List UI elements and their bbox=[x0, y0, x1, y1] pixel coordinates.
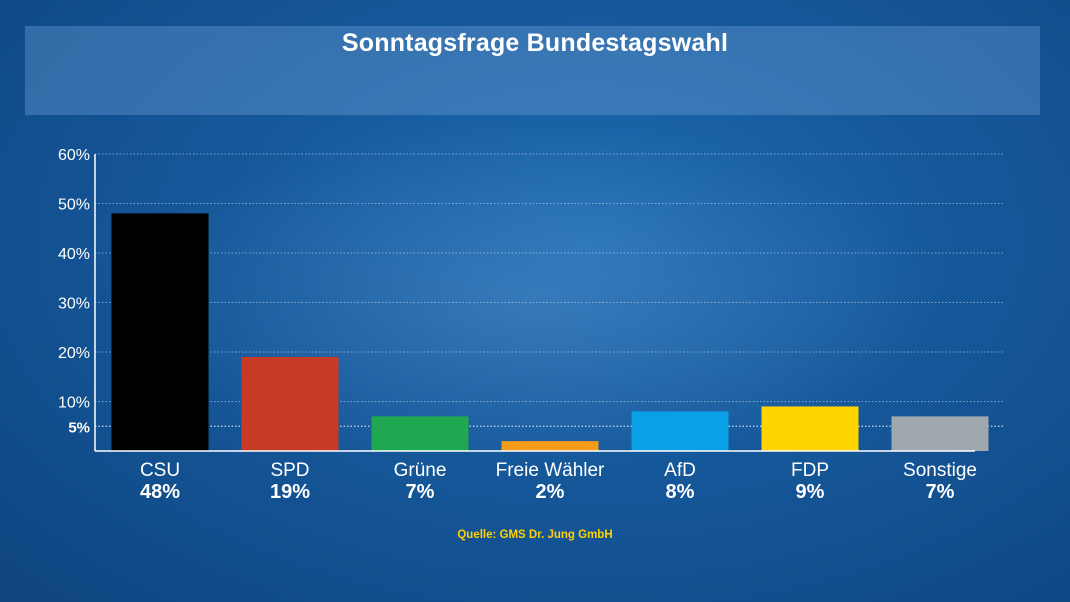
bar-value-label: 8% bbox=[666, 481, 695, 503]
x-category-label: Sonstige bbox=[903, 460, 977, 481]
bar-grüne bbox=[371, 416, 469, 451]
bar-value-label: 19% bbox=[270, 481, 310, 503]
bar-value-label: 48% bbox=[140, 481, 180, 503]
bar-value-label: 9% bbox=[796, 481, 825, 503]
x-category-label: CSU bbox=[140, 460, 180, 481]
bar-sonstige bbox=[891, 416, 989, 451]
y-tick-label: 10% bbox=[58, 395, 90, 412]
title-band bbox=[25, 26, 1040, 115]
bar-value-label: 2% bbox=[536, 481, 565, 503]
bar-freie-wähler bbox=[501, 441, 599, 451]
bar-csu bbox=[111, 213, 209, 451]
source-note: Quelle: GMS Dr. Jung GmbH bbox=[457, 529, 613, 541]
y-tick-label: 40% bbox=[58, 246, 90, 263]
bar-fdp bbox=[761, 406, 859, 451]
x-category-label: Freie Wähler bbox=[496, 460, 605, 481]
y-tick-label: 50% bbox=[58, 197, 90, 214]
y-tick-label: 60% bbox=[58, 147, 90, 164]
x-category-label: SPD bbox=[270, 460, 309, 481]
chart-title: Sonntagsfrage Bundestagswahl bbox=[341, 29, 729, 57]
x-category-label: Grüne bbox=[394, 460, 447, 481]
y-tick-label: 30% bbox=[58, 296, 90, 313]
y-tick-label: 20% bbox=[58, 345, 90, 362]
y-tick-label: 5% bbox=[68, 419, 90, 436]
bar-spd bbox=[241, 356, 339, 451]
x-category-label: FDP bbox=[791, 460, 829, 481]
bar-afd bbox=[631, 411, 729, 451]
x-category-label: AfD bbox=[664, 460, 696, 481]
bar-value-label: 7% bbox=[926, 481, 955, 503]
bar-value-label: 7% bbox=[406, 481, 435, 503]
